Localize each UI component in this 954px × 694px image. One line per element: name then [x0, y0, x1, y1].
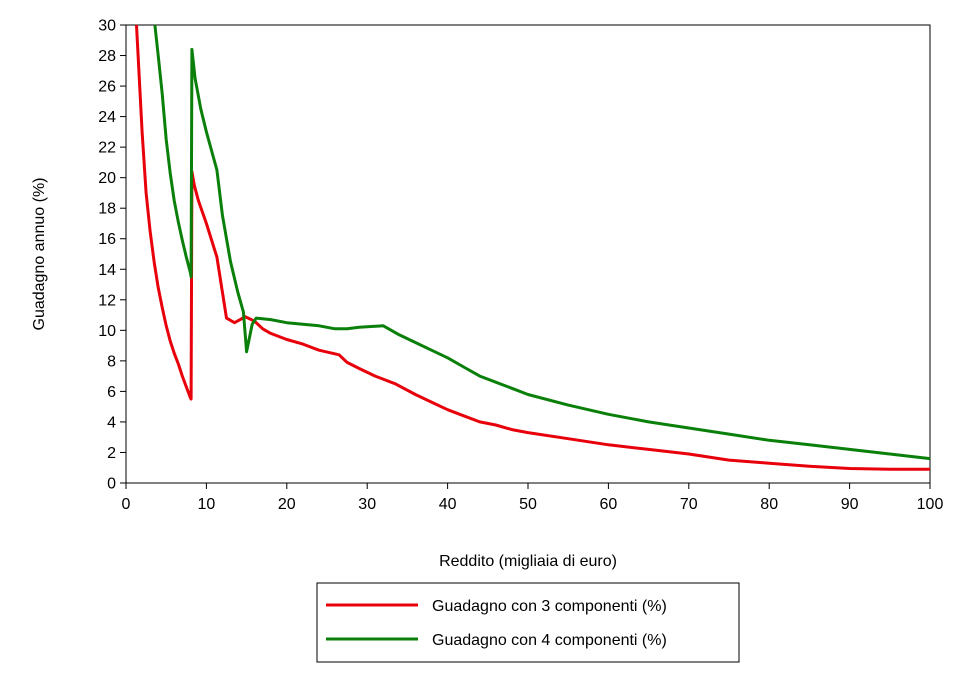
- x-tick-label: 90: [841, 496, 859, 513]
- x-tick-label: 0: [122, 496, 131, 513]
- y-tick-label: 20: [98, 170, 116, 187]
- series-line-3-componenti: [135, 24, 930, 471]
- y-tick-label: 22: [98, 140, 116, 157]
- legend: Guadagno con 3 componenti (%) Guadagno c…: [316, 582, 740, 663]
- y-tick-label: 28: [98, 48, 116, 65]
- y-tick-label: 2: [107, 445, 116, 462]
- y-tick-label: 6: [107, 384, 116, 401]
- x-tick-label: 30: [358, 496, 376, 513]
- x-tick-label: 10: [198, 496, 216, 513]
- x-tick-label: 80: [760, 496, 778, 513]
- y-tick-label: 4: [107, 414, 116, 431]
- legend-label-4-componenti: Guadagno con 4 componenti (%): [432, 632, 667, 649]
- legend-frame: [316, 582, 740, 663]
- x-tick-label: 60: [600, 496, 618, 513]
- y-tick-label: 14: [98, 262, 116, 279]
- x-tick-label: 40: [439, 496, 457, 513]
- plot-area-frame: [125, 24, 931, 484]
- legend-label-3-componenti: Guadagno con 3 componenti (%): [432, 598, 667, 615]
- x-tick-label: 20: [278, 496, 296, 513]
- series-layer: [135, 24, 931, 471]
- y-tick-label: 24: [98, 109, 116, 126]
- y-tick-label: 30: [98, 18, 116, 35]
- series-line-4-componenti: [153, 24, 931, 461]
- y-tick-label: 26: [98, 79, 116, 96]
- y-tick-label: 8: [107, 353, 116, 370]
- y-tick-label: 16: [98, 231, 116, 248]
- y-tick-label: 18: [98, 201, 116, 218]
- y-tick-label: 12: [98, 292, 116, 309]
- x-tick-label: 70: [680, 496, 698, 513]
- x-axis-title: Reddito (migliaia di euro): [439, 553, 617, 570]
- x-axis: 0 10 20 30 40 50 60 70 80 90 100: [122, 483, 944, 513]
- x-tick-label: 50: [519, 496, 537, 513]
- y-axis-title: Guadagno annuo (%): [31, 178, 48, 331]
- y-tick-label: 10: [98, 323, 116, 340]
- y-tick-label: 0: [107, 476, 116, 493]
- x-tick-label: 100: [917, 496, 944, 513]
